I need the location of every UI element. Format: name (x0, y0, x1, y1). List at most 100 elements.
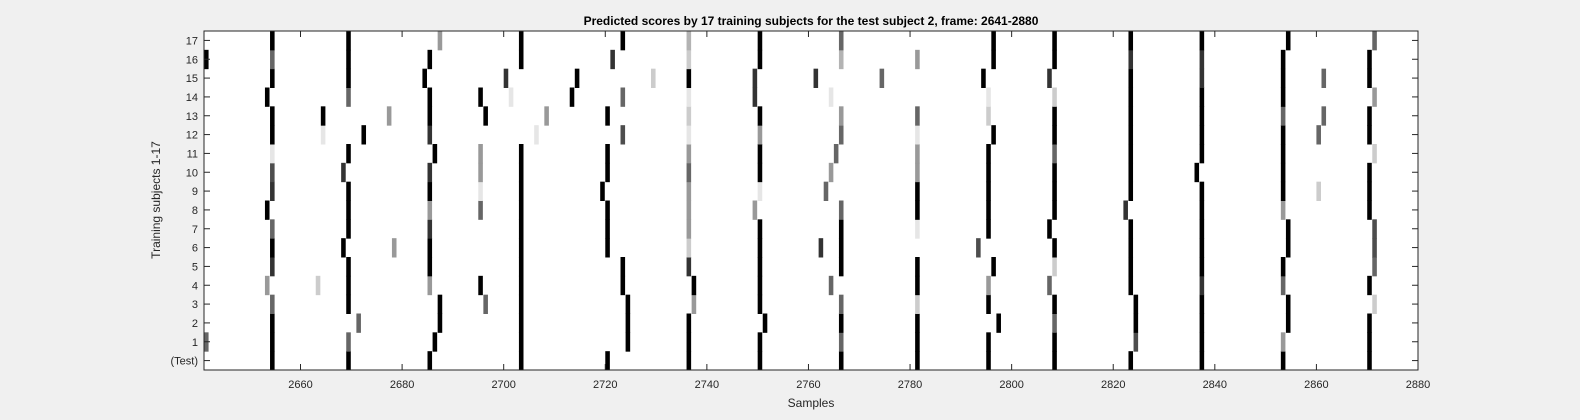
score-cell (991, 125, 996, 145)
score-cell (1285, 238, 1291, 258)
score-cell (686, 68, 692, 88)
x-tick-label: 2720 (593, 379, 617, 391)
score-cell (1280, 68, 1286, 88)
score-cell (1367, 68, 1372, 88)
score-cell (1047, 68, 1052, 88)
score-cell (1280, 162, 1286, 183)
score-cell (1367, 125, 1372, 145)
score-cell (1128, 125, 1134, 145)
score-cell (1372, 219, 1377, 239)
plot-area-background (204, 31, 1418, 370)
score-cell (686, 219, 692, 239)
score-cell (1321, 68, 1327, 88)
score-cell (686, 31, 692, 51)
score-cell (478, 181, 483, 201)
score-cell (991, 257, 996, 277)
score-cell (991, 31, 996, 51)
x-tick-label: 2700 (491, 379, 515, 391)
score-cell (838, 106, 844, 126)
score-cell (1280, 332, 1286, 352)
score-cell (315, 275, 321, 296)
score-cell (605, 144, 610, 164)
y-tick-label: (Test) (171, 356, 199, 368)
score-cell (1128, 144, 1134, 164)
score-cell (270, 181, 275, 201)
score-cell (1367, 313, 1372, 333)
score-cell (620, 125, 626, 145)
score-cell (478, 87, 483, 107)
score-cell (757, 106, 763, 126)
score-cell (605, 219, 610, 239)
x-tick-label: 2680 (390, 379, 414, 391)
score-cell (620, 31, 626, 51)
score-cell (264, 275, 270, 296)
score-cell (625, 332, 631, 352)
score-cell (483, 106, 488, 126)
score-cell (686, 162, 692, 183)
score-cell (518, 332, 524, 352)
score-cell (1285, 313, 1291, 333)
score-cell (427, 49, 433, 70)
score-cell (1133, 332, 1139, 352)
score-cell (915, 144, 920, 164)
y-tick-label: 1 (192, 337, 198, 349)
score-cell (1372, 294, 1377, 314)
y-tick-label: 11 (187, 148, 198, 160)
score-cell (625, 294, 631, 314)
score-cell (1199, 219, 1205, 239)
score-cell (1367, 49, 1372, 70)
axes-box (203, 30, 1419, 371)
x-tick-label: 2860 (1304, 379, 1328, 391)
score-cell (1052, 106, 1057, 126)
score-cell (518, 294, 524, 314)
score-cell (620, 257, 626, 277)
score-cell (828, 162, 834, 183)
score-cell (986, 275, 991, 296)
score-cell (1199, 31, 1205, 51)
score-cell (686, 125, 692, 145)
score-cell (320, 125, 326, 145)
score-cell (757, 332, 763, 352)
score-cell (503, 68, 509, 88)
score-cell (686, 144, 692, 164)
score-cell (1052, 257, 1057, 277)
score-cell (762, 313, 768, 333)
score-cell (757, 257, 763, 277)
score-cell (1372, 257, 1377, 277)
x-axis-label: Samples (788, 396, 835, 410)
score-cell (1280, 144, 1286, 164)
score-cell (1052, 238, 1057, 258)
score-cell (270, 257, 275, 277)
score-cell (346, 68, 351, 88)
score-cell (915, 257, 920, 277)
score-cell (828, 87, 834, 107)
score-cell (346, 351, 351, 371)
y-tick-label: 10 (186, 167, 198, 179)
score-cell (427, 87, 433, 107)
score-cell (605, 351, 610, 371)
score-cell (1367, 275, 1372, 296)
score-cell (1052, 31, 1057, 51)
score-cell (346, 294, 351, 314)
score-cell (518, 219, 524, 239)
score-cell (686, 87, 692, 107)
score-cell (1367, 181, 1372, 201)
x-tick-label: 2760 (796, 379, 820, 391)
score-cell (1128, 257, 1134, 277)
score-cell (915, 219, 920, 239)
y-tick-label: 7 (192, 224, 198, 236)
score-cell (838, 31, 844, 51)
score-cell (346, 219, 351, 239)
score-cell (823, 181, 829, 201)
score-cell (341, 162, 346, 183)
score-cell (691, 275, 697, 296)
score-cell (422, 68, 427, 88)
score-cell (1280, 106, 1286, 126)
score-cell (838, 294, 844, 314)
score-cell (838, 238, 844, 258)
score-cell (625, 313, 631, 333)
score-cell (757, 49, 763, 70)
score-cell (478, 144, 483, 164)
score-cell (1372, 144, 1377, 164)
